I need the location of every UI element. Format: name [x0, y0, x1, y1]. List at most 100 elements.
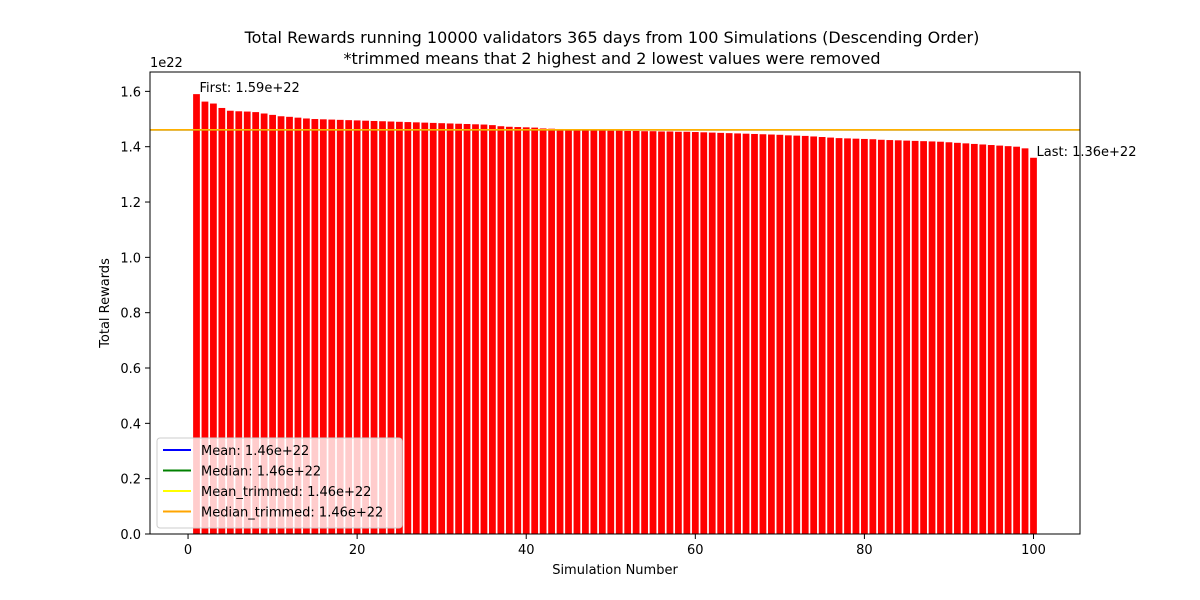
bar-65: [734, 133, 741, 535]
x-tick-label-60: 60: [687, 543, 704, 558]
x-axis-ticks: 0 20 40 60 80 100: [184, 534, 1046, 558]
bar-37: [497, 126, 505, 534]
bar-77: [835, 138, 843, 534]
bar-19: [345, 120, 353, 534]
x-tick-label-0: 0: [184, 543, 192, 558]
y-tick-label-1.4: 1.4: [120, 141, 141, 156]
bar-68: [759, 134, 767, 534]
y-tick-label-0.6: 0.6: [120, 362, 141, 377]
plot-frame: [149, 71, 1081, 535]
y-tick-label-1: 1.0: [120, 251, 141, 266]
bar-12: [286, 116, 293, 534]
bar-2: [201, 101, 209, 534]
bar-53: [632, 130, 640, 534]
y-tick-label-0.4: 0.4: [120, 417, 141, 432]
bar-20: [353, 120, 361, 534]
bar-41: [531, 127, 539, 535]
legend-label-0: Mean: 1.46e+22: [201, 444, 309, 459]
bar-33: [463, 124, 471, 534]
bar-76: [827, 137, 834, 534]
legend-label-2: Mean_trimmed: 1.46e+22: [201, 485, 371, 500]
bar-69: [768, 134, 775, 534]
bar-51: [615, 130, 623, 534]
bar-50: [607, 130, 615, 534]
bar-62: [708, 132, 716, 534]
bar-23: [379, 121, 386, 535]
bar-95: [987, 145, 995, 534]
bar-59: [683, 131, 691, 534]
bar-100: [1030, 157, 1037, 534]
bar-87: [920, 141, 927, 534]
bar-5: [226, 110, 234, 534]
bar-91: [954, 142, 961, 534]
legend-label-3: Median_trimmed: 1.46e+22: [201, 506, 383, 521]
bar-93: [970, 143, 978, 534]
bar-13: [294, 117, 302, 535]
bar-48: [590, 130, 598, 534]
bar-58: [675, 131, 682, 534]
bar-86: [911, 140, 919, 534]
bar-27: [412, 122, 420, 534]
bar-98: [1013, 146, 1020, 534]
x-tick-label-20: 20: [349, 543, 366, 558]
bar-55: [649, 131, 657, 534]
bar-60: [691, 132, 699, 534]
bar-22: [370, 120, 378, 534]
y-tick-label-0.2: 0.2: [120, 473, 141, 488]
bar-89: [937, 141, 944, 534]
chart-title-line2: *trimmed means that 2 highest and 2 lowe…: [343, 49, 880, 68]
legend: Mean: 1.46e+22 Median: 1.46e+22 Mean_trimm…: [156, 437, 403, 529]
bar-31: [446, 123, 454, 535]
bar-7: [243, 111, 251, 534]
bar-78: [844, 138, 851, 534]
bar-36: [489, 125, 496, 535]
bar-88: [928, 141, 936, 534]
bar-29: [429, 122, 437, 535]
bar-94: [979, 144, 987, 535]
bar-56: [658, 131, 665, 535]
y-offset-label: 1e22: [150, 56, 183, 71]
bar-44: [556, 128, 564, 535]
bar-3: [210, 103, 217, 534]
bar-85: [903, 140, 911, 535]
legend-label-1: Median: 1.46e+22: [201, 465, 321, 480]
bar-49: [598, 130, 606, 534]
bar-1: [193, 94, 200, 534]
bar-38: [505, 126, 513, 534]
bar-26: [404, 122, 412, 534]
chart-title-line1: Total Rewards running 10000 validators 3…: [244, 28, 980, 47]
annotation-1: Last: 1.36e+22: [1037, 145, 1137, 160]
bar-63: [717, 132, 725, 535]
bar-82: [877, 139, 885, 534]
bar-79: [852, 138, 860, 535]
bar-30: [438, 123, 446, 535]
bar-47: [582, 129, 589, 534]
bar-32: [455, 123, 462, 534]
bar-70: [776, 134, 784, 535]
bar-90: [945, 142, 953, 534]
x-axis-label: Simulation Number: [552, 563, 678, 578]
bar-66: [742, 133, 750, 534]
bar-45: [565, 129, 572, 534]
bar-9: [260, 113, 268, 534]
bar-14: [303, 118, 310, 534]
bar-15: [311, 119, 319, 534]
bar-18: [336, 119, 344, 535]
bar-99: [1021, 148, 1029, 534]
y-tick-label-0.8: 0.8: [120, 307, 141, 322]
y-axis-ticks: 0.0 0.2 0.4 0.6 0.8 1.0 1.2 1.4 1.6: [120, 85, 150, 543]
bar-52: [624, 130, 632, 534]
annotations: First: 1.59e+22 Last: 1.36e+22: [200, 81, 1137, 160]
bar-74: [810, 136, 818, 534]
bar-34: [472, 124, 479, 534]
bar-25: [396, 121, 403, 535]
bar-4: [218, 107, 226, 535]
bar-24: [387, 121, 395, 535]
bar-39: [514, 127, 522, 535]
bar-54: [641, 131, 648, 534]
y-tick-label-1.2: 1.2: [120, 196, 141, 211]
bar-6: [235, 111, 243, 534]
bar-35: [480, 124, 488, 534]
bar-67: [751, 133, 758, 534]
